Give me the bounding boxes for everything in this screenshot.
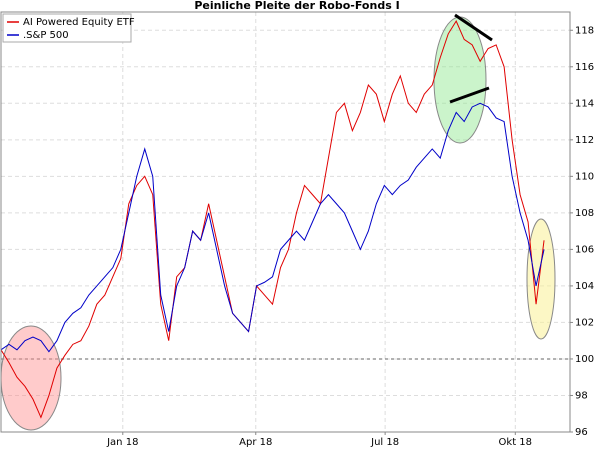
y-tick-label: 118 xyxy=(575,25,594,36)
highlight-ellipse xyxy=(526,218,556,340)
grid xyxy=(1,12,570,433)
x-tick-label: Okt 18 xyxy=(499,437,533,448)
y-tick-label: 108 xyxy=(575,208,594,219)
legend-label: AI Powered Equity ETF xyxy=(23,17,135,28)
y-tick-label: 98 xyxy=(575,390,588,401)
x-tick-label: Jan 18 xyxy=(106,437,138,448)
y-tick-label: 116 xyxy=(575,62,594,73)
highlight-ellipse xyxy=(433,16,487,144)
trend-line xyxy=(454,13,493,42)
y-tick-label: 110 xyxy=(575,171,594,182)
plot-frame xyxy=(0,11,571,433)
series-line xyxy=(0,20,545,419)
y-tick-label: 96 xyxy=(575,427,588,438)
legend-label: .S&P 500 xyxy=(23,30,69,41)
y-tick-label: 106 xyxy=(575,244,594,255)
legend: AI Powered Equity ETF .S&P 500 xyxy=(2,13,135,43)
x-tick-label: Apr 18 xyxy=(239,437,272,448)
y-tick-label: 114 xyxy=(575,98,594,109)
trend-line xyxy=(449,86,490,104)
highlight-ellipse xyxy=(0,325,62,431)
series-line xyxy=(0,102,545,353)
legend-box xyxy=(2,13,132,43)
y-tick-label: 112 xyxy=(575,135,594,146)
y-tick-label: 104 xyxy=(575,281,594,292)
plot-area xyxy=(0,20,545,419)
x-tick-label: Jul 18 xyxy=(370,437,399,448)
y-tick-label: 102 xyxy=(575,317,594,328)
y-tick-label: 100 xyxy=(575,354,594,365)
chart-title: Peinliche Pleite der Robo-Fonds I xyxy=(194,0,399,12)
